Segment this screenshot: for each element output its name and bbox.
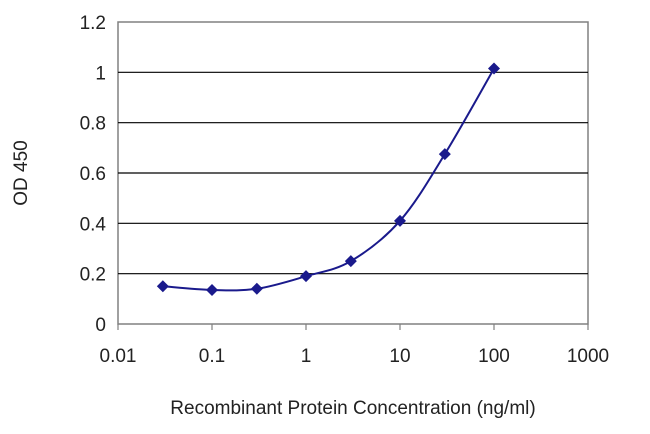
data-point-marker	[488, 62, 500, 75]
y-tick-label: 0.8	[80, 114, 106, 135]
x-tick-label: 10	[389, 346, 410, 367]
data-point-marker	[206, 284, 218, 297]
x-tick-label: 0.1	[199, 346, 225, 367]
x-axis-title: Recombinant Protein Concentration (ng/ml…	[170, 398, 535, 419]
data-point-marker	[156, 280, 169, 293]
y-tick-label: 0.4	[80, 214, 107, 235]
y-tick-label: 1	[95, 63, 106, 84]
data-point-marker	[394, 214, 406, 227]
y-axis-ticks: 0 0.2 0.4 0.6 0.8 1 1.2	[80, 13, 107, 336]
y-tick-label: 0.2	[80, 265, 106, 286]
x-axis-ticks: 0.01 0.1 1 10 100 1000	[100, 324, 609, 367]
x-tick-label: 1	[301, 346, 312, 367]
x-tick-label: 1000	[567, 346, 609, 367]
data-point-marker	[250, 282, 263, 295]
gridlines	[118, 71, 588, 275]
data-point-marker	[438, 148, 451, 161]
x-tick-label: 0.01	[100, 346, 137, 367]
data-point-marker	[344, 255, 357, 268]
data-series	[156, 62, 500, 297]
y-tick-label: 0	[95, 315, 106, 336]
data-point-marker	[300, 270, 312, 283]
y-axis-title: OD 450	[11, 140, 32, 205]
y-tick-label: 1.2	[80, 13, 106, 34]
y-tick-label: 0.6	[80, 164, 106, 185]
x-tick-label: 100	[478, 346, 510, 367]
